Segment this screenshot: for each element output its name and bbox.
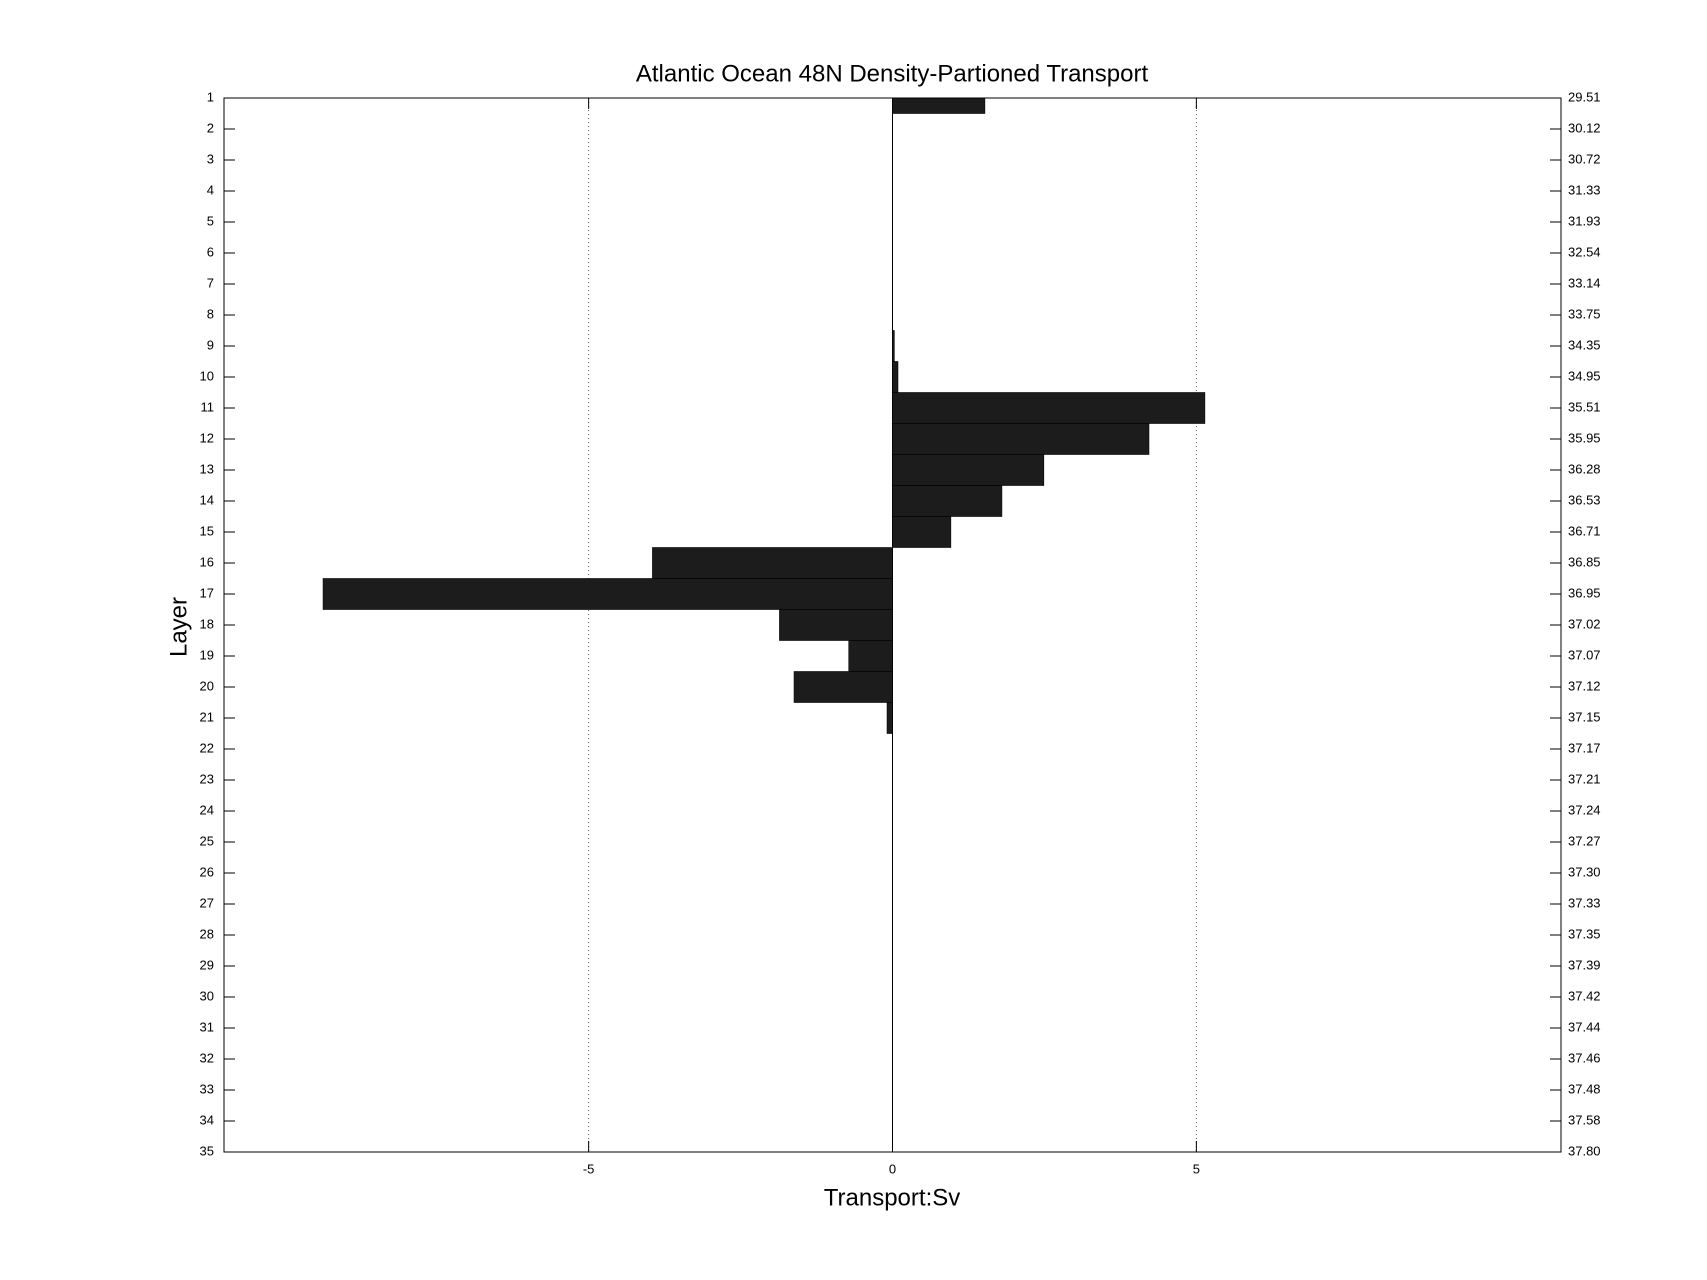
y-tick-label: 27 — [200, 895, 214, 910]
right-tick-label: 37.30 — [1568, 864, 1601, 879]
x-tick-label: 0 — [889, 1161, 896, 1176]
right-tick-label: 37.21 — [1568, 771, 1601, 786]
y-tick-label: 32 — [200, 1050, 214, 1065]
y-tick-label: 7 — [207, 275, 214, 290]
y-tick-label: 30 — [200, 988, 214, 1003]
y-tick-label: 25 — [200, 833, 214, 848]
y-tick-label: 9 — [207, 337, 214, 352]
bar — [779, 609, 893, 641]
right-tick-label: 37.07 — [1568, 647, 1601, 662]
right-tick-label: 37.58 — [1568, 1112, 1601, 1127]
right-tick-label: 36.28 — [1568, 461, 1601, 476]
bar — [793, 671, 893, 703]
right-tick-label: 33.75 — [1568, 306, 1601, 321]
right-tick-label: 31.93 — [1568, 213, 1601, 228]
y-tick-label: 35 — [200, 1143, 214, 1158]
y-tick-label: 16 — [200, 554, 214, 569]
right-tick-label: 37.44 — [1568, 1019, 1601, 1034]
right-tick-label: 33.14 — [1568, 275, 1601, 290]
bar — [322, 578, 893, 610]
y-tick-label: 1 — [207, 89, 214, 104]
y-tick-label: 18 — [200, 616, 214, 631]
bar — [892, 485, 1003, 517]
y-tick-label: 31 — [200, 1019, 214, 1034]
right-tick-label: 37.02 — [1568, 616, 1601, 631]
y-tick-label: 12 — [200, 430, 214, 445]
y-tick-label: 11 — [201, 399, 215, 414]
bar — [892, 361, 899, 393]
y-tick-label: 23 — [200, 771, 214, 786]
y-tick-label: 26 — [200, 864, 214, 879]
right-tick-label: 32.54 — [1568, 244, 1601, 259]
right-tick-label: 30.72 — [1568, 151, 1601, 166]
right-tick-label: 37.39 — [1568, 957, 1601, 972]
y-tick-label: 19 — [200, 647, 214, 662]
y-tick-label: 10 — [200, 368, 214, 383]
right-tick-label: 37.80 — [1568, 1143, 1601, 1158]
y-tick-label: 15 — [200, 523, 214, 538]
right-tick-label: 35.51 — [1568, 399, 1601, 414]
y-tick-label: 6 — [207, 244, 214, 259]
right-tick-label: 36.85 — [1568, 554, 1601, 569]
x-tick-label: -5 — [583, 1161, 595, 1176]
bar — [892, 98, 986, 114]
y-tick-label: 8 — [207, 306, 214, 321]
right-tick-label: 37.46 — [1568, 1050, 1601, 1065]
y-tick-label: 29 — [200, 957, 214, 972]
bar — [886, 702, 893, 734]
right-tick-label: 34.35 — [1568, 337, 1601, 352]
right-tick-label: 37.12 — [1568, 678, 1601, 693]
y-tick-label: 3 — [207, 151, 214, 166]
right-tick-label: 36.95 — [1568, 585, 1601, 600]
right-tick-label: 30.12 — [1568, 120, 1601, 135]
right-tick-label: 36.71 — [1568, 523, 1601, 538]
x-axis-label: Transport:Sv — [824, 1184, 961, 1211]
bar — [892, 392, 1206, 424]
y-tick-label: 4 — [207, 182, 214, 197]
bar — [652, 547, 893, 579]
right-tick-label: 37.33 — [1568, 895, 1601, 910]
y-tick-label: 5 — [207, 213, 214, 228]
right-tick-label: 34.95 — [1568, 368, 1601, 383]
right-tick-label: 37.35 — [1568, 926, 1601, 941]
right-tick-label: 37.17 — [1568, 740, 1601, 755]
y-tick-label: 20 — [200, 678, 214, 693]
y-tick-label: 2 — [207, 120, 214, 135]
y-tick-label: 14 — [200, 492, 214, 507]
chart-title: Atlantic Ocean 48N Density-Partioned Tra… — [636, 60, 1149, 87]
bar — [848, 640, 893, 672]
right-tick-label: 36.53 — [1568, 492, 1601, 507]
y-tick-label: 13 — [200, 461, 214, 476]
y-tick-label: 22 — [200, 740, 214, 755]
right-tick-label: 37.42 — [1568, 988, 1601, 1003]
y-tick-label: 34 — [200, 1112, 214, 1127]
right-tick-label: 37.24 — [1568, 802, 1601, 817]
bar — [892, 516, 952, 548]
y-tick-label: 21 — [200, 709, 214, 724]
right-tick-label: 37.27 — [1568, 833, 1601, 848]
bar — [892, 454, 1045, 486]
bar — [892, 330, 895, 362]
y-tick-label: 28 — [200, 926, 214, 941]
right-tick-label: 29.51 — [1568, 89, 1601, 104]
y-tick-label: 24 — [200, 802, 214, 817]
right-tick-label: 37.48 — [1568, 1081, 1601, 1096]
y-tick-label: 33 — [200, 1081, 214, 1096]
plot-frame — [223, 97, 1562, 1153]
right-tick-label: 31.33 — [1568, 182, 1601, 197]
right-tick-label: 35.95 — [1568, 430, 1601, 445]
x-tick-label: 5 — [1193, 1161, 1200, 1176]
y-axis-label: Layer — [165, 597, 192, 657]
right-tick-label: 37.15 — [1568, 709, 1601, 724]
bar — [892, 423, 1150, 455]
y-tick-label: 17 — [200, 585, 214, 600]
